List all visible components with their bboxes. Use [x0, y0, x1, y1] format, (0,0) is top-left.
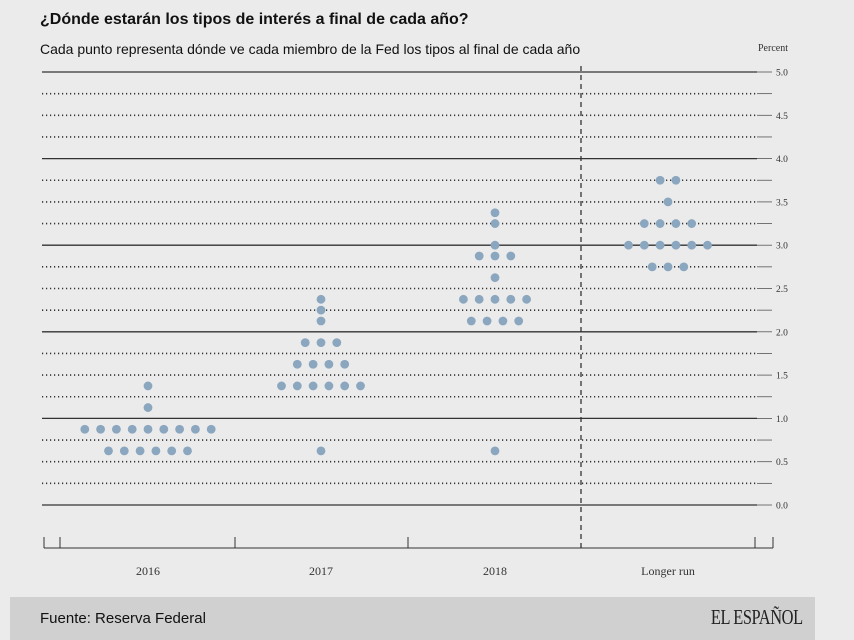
- dot-2018: [490, 273, 500, 283]
- y-tick-label: 1.5: [776, 372, 788, 382]
- dot-2018: [459, 294, 468, 304]
- dot-2016: [112, 424, 121, 434]
- dot-2016: [119, 446, 129, 456]
- dot-2017: [316, 316, 326, 326]
- dot-longer-run: [703, 240, 712, 250]
- dot-2017: [332, 338, 342, 348]
- dot-2017: [316, 294, 326, 304]
- dot-longer-run: [639, 219, 649, 228]
- dot-longer-run: [655, 219, 665, 228]
- y-tick-label: 0.5: [776, 458, 788, 468]
- dot-longer-run: [663, 262, 673, 272]
- dot-2016: [191, 424, 200, 434]
- dot-2016: [127, 424, 137, 434]
- dot-2016: [96, 424, 105, 434]
- dot-2018: [506, 251, 516, 261]
- dot-longer-run: [671, 240, 681, 250]
- dot-2017: [277, 381, 286, 391]
- y-tick-label: 4.0: [776, 155, 788, 165]
- dot-2017: [316, 338, 326, 348]
- dot-longer-run: [639, 240, 649, 250]
- dot-2016: [159, 424, 169, 434]
- dot-2018: [490, 446, 500, 456]
- dot-2016: [183, 446, 192, 456]
- y-tick-label: 2.0: [776, 328, 788, 338]
- dot-2018: [498, 316, 508, 326]
- y-tick-label: 3.5: [776, 198, 788, 208]
- dot-2018: [506, 294, 516, 304]
- dot-2018: [522, 294, 531, 304]
- source-text: Fuente: Reserva Federal: [40, 610, 206, 627]
- footer: Fuente: Reserva Federal EL ESPAÑOL: [10, 597, 815, 640]
- x-tick-label: 2017: [309, 564, 333, 578]
- dot-2018: [490, 294, 500, 304]
- chart-subtitle: Cada punto representa dónde ve cada miem…: [40, 41, 581, 57]
- y-tick-label: 1.0: [776, 415, 788, 425]
- dot-longer-run: [655, 240, 665, 250]
- dot-2016: [143, 403, 153, 412]
- dot-2017: [308, 359, 318, 369]
- dot-longer-run: [671, 175, 681, 185]
- x-tick-label: Longer run: [641, 564, 695, 578]
- dot-2017: [292, 381, 302, 391]
- y-tick-label: 0.0: [776, 502, 788, 512]
- dot-2018: [474, 294, 484, 304]
- dot-2018: [490, 208, 500, 218]
- dot-2017: [316, 305, 326, 315]
- y-tick-label: 5.0: [776, 69, 788, 79]
- y-axis-label: Percent: [758, 43, 788, 54]
- dot-2018: [474, 251, 484, 261]
- y-tick-label: 3.0: [776, 242, 788, 252]
- dot-2018: [466, 316, 476, 326]
- dot-2018: [514, 316, 524, 326]
- dot-longer-run: [647, 262, 657, 272]
- y-tick-label: 2.5: [776, 285, 788, 295]
- dot-2016: [143, 381, 153, 391]
- chart-title: ¿Dónde estarán los tipos de interés a fi…: [40, 11, 469, 28]
- dot-2018: [490, 219, 500, 228]
- dot-plot: 0.0 0.5 1.0 1.5 2.0 2.5 3.0 3.5 4.0 4.5 5.0 2016 201…: [42, 66, 788, 578]
- dot-2017: [324, 359, 334, 369]
- dot-2016: [80, 424, 90, 434]
- x-tick-label: 2016: [136, 564, 160, 578]
- dot-2017: [340, 359, 350, 369]
- dot-2016: [135, 446, 145, 456]
- x-tick-label: 2018: [483, 564, 507, 578]
- y-tick-label: 4.5: [776, 112, 788, 122]
- dot-2016: [151, 446, 161, 456]
- dot-2016: [175, 424, 185, 434]
- dot-2017: [300, 338, 310, 348]
- dot-longer-run: [624, 240, 633, 250]
- dot-2017: [292, 359, 302, 369]
- dot-longer-run: [655, 175, 665, 185]
- dot-2017: [340, 381, 350, 391]
- dot-longer-run: [687, 240, 697, 250]
- dot-2018: [490, 251, 500, 261]
- dot-longer-run: [663, 197, 673, 207]
- dot-longer-run: [679, 262, 689, 272]
- dot-2016: [143, 424, 153, 434]
- dot-2017: [324, 381, 334, 391]
- dot-2017: [316, 446, 326, 456]
- dot-2018: [482, 316, 492, 326]
- dot-longer-run: [687, 219, 697, 228]
- dot-2017: [308, 381, 318, 391]
- dot-2017: [356, 381, 365, 391]
- el-espanol-logo: EL ESPAÑOL: [711, 605, 803, 629]
- dot-2016: [206, 424, 216, 434]
- dot-longer-run: [671, 219, 681, 228]
- dot-2018: [490, 240, 500, 250]
- dot-2016: [104, 446, 113, 456]
- dot-2016: [167, 446, 177, 456]
